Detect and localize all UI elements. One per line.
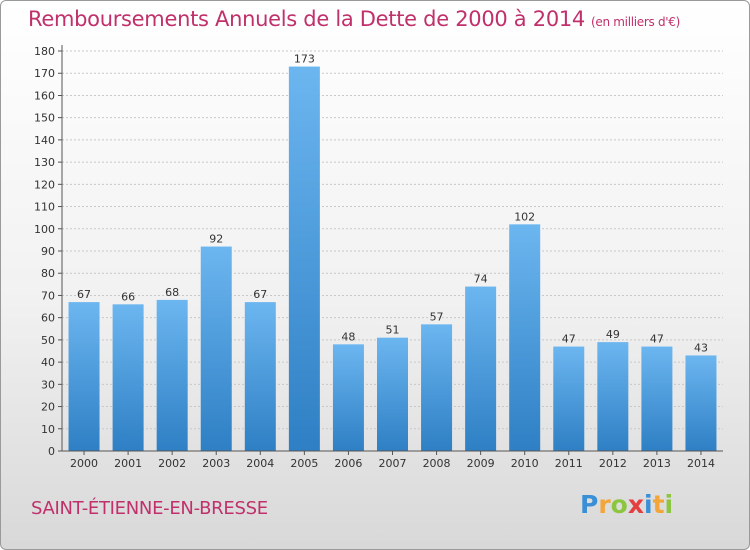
x-tick-label: 2001 bbox=[114, 457, 142, 470]
x-tick-label: 2012 bbox=[599, 457, 627, 470]
bar bbox=[68, 302, 100, 451]
x-tick-label: 2005 bbox=[290, 457, 318, 470]
y-tick-label: 90 bbox=[41, 245, 55, 258]
data-label: 49 bbox=[606, 328, 620, 341]
y-tick-label: 110 bbox=[34, 201, 55, 214]
bar bbox=[465, 286, 497, 451]
bar bbox=[421, 324, 453, 451]
bar bbox=[244, 302, 276, 451]
bar bbox=[332, 344, 364, 451]
y-tick-label: 180 bbox=[34, 45, 55, 58]
y-tick-label: 130 bbox=[34, 156, 55, 169]
bar bbox=[200, 246, 232, 451]
x-tick-label: 2014 bbox=[687, 457, 715, 470]
bar bbox=[509, 224, 541, 451]
chart-title: Remboursements Annuels de la Dette de 20… bbox=[28, 7, 680, 31]
proxiti-logo: Proxiti bbox=[580, 490, 673, 519]
x-tick-label: 2002 bbox=[158, 457, 186, 470]
data-label: 67 bbox=[77, 288, 91, 301]
logo-letter: x bbox=[627, 490, 644, 519]
y-tick-label: 40 bbox=[41, 356, 55, 369]
data-label: 102 bbox=[514, 210, 535, 223]
y-tick-label: 100 bbox=[34, 223, 55, 236]
bar bbox=[377, 337, 408, 451]
data-label: 74 bbox=[474, 273, 488, 286]
data-label: 48 bbox=[341, 330, 355, 343]
bar bbox=[553, 346, 585, 451]
data-label: 67 bbox=[253, 288, 267, 301]
x-tick-label: 2000 bbox=[70, 457, 98, 470]
x-tick-label: 2009 bbox=[467, 457, 495, 470]
y-tick-label: 170 bbox=[34, 67, 55, 80]
y-tick-label: 140 bbox=[34, 134, 55, 147]
x-tick-label: 2003 bbox=[202, 457, 230, 470]
y-tick-label: 50 bbox=[41, 334, 55, 347]
x-tick-label: 2013 bbox=[643, 457, 671, 470]
data-label: 51 bbox=[386, 324, 400, 337]
logo-letter: t bbox=[652, 490, 665, 519]
data-label: 47 bbox=[562, 333, 576, 346]
x-tick-label: 2008 bbox=[423, 457, 451, 470]
logo-letter: i bbox=[664, 490, 674, 519]
logo-letter: i bbox=[644, 490, 653, 519]
bar bbox=[641, 346, 673, 451]
chart-title-text: Remboursements Annuels de la Dette de 20… bbox=[28, 7, 585, 31]
x-tick-label: 2007 bbox=[379, 457, 407, 470]
logo-letter: o bbox=[610, 490, 628, 519]
data-label: 173 bbox=[294, 53, 315, 66]
data-label: 43 bbox=[694, 341, 708, 354]
bar bbox=[685, 355, 717, 451]
bar bbox=[112, 304, 144, 451]
place-name: SAINT-ÉTIENNE-EN-BRESSE bbox=[31, 498, 268, 519]
data-label: 66 bbox=[121, 290, 135, 303]
bar bbox=[288, 66, 320, 452]
x-tick-label: 2011 bbox=[555, 457, 583, 470]
data-label: 68 bbox=[165, 286, 179, 299]
y-tick-label: 150 bbox=[34, 112, 55, 125]
y-tick-label: 70 bbox=[41, 289, 55, 302]
bar bbox=[597, 342, 629, 451]
x-tick-label: 2006 bbox=[334, 457, 362, 470]
chart-subtitle: (en milliers d'€) bbox=[591, 15, 681, 29]
y-tick-label: 60 bbox=[41, 312, 55, 325]
y-tick-label: 80 bbox=[41, 267, 55, 280]
data-label: 92 bbox=[209, 233, 223, 246]
y-tick-label: 0 bbox=[48, 445, 55, 458]
bar bbox=[156, 299, 188, 451]
y-tick-label: 20 bbox=[41, 401, 55, 414]
x-tick-label: 2010 bbox=[511, 457, 539, 470]
bars: 67 66 68 92 67 173 48 51 57 74 102 47 49 47 43 bbox=[68, 53, 717, 452]
logo-letter: r bbox=[598, 490, 611, 519]
data-label: 47 bbox=[650, 333, 664, 346]
axes: 0 10 20 30 40 50 60 70 80 90 100 110 120 130 140 150 160… bbox=[34, 45, 723, 470]
logo-letter: P bbox=[580, 490, 599, 519]
x-tick-label: 2004 bbox=[246, 457, 274, 470]
y-tick-label: 120 bbox=[34, 178, 55, 191]
y-tick-label: 10 bbox=[41, 423, 55, 436]
data-label: 57 bbox=[430, 310, 444, 323]
y-tick-label: 30 bbox=[41, 378, 55, 391]
y-tick-label: 160 bbox=[34, 89, 55, 102]
